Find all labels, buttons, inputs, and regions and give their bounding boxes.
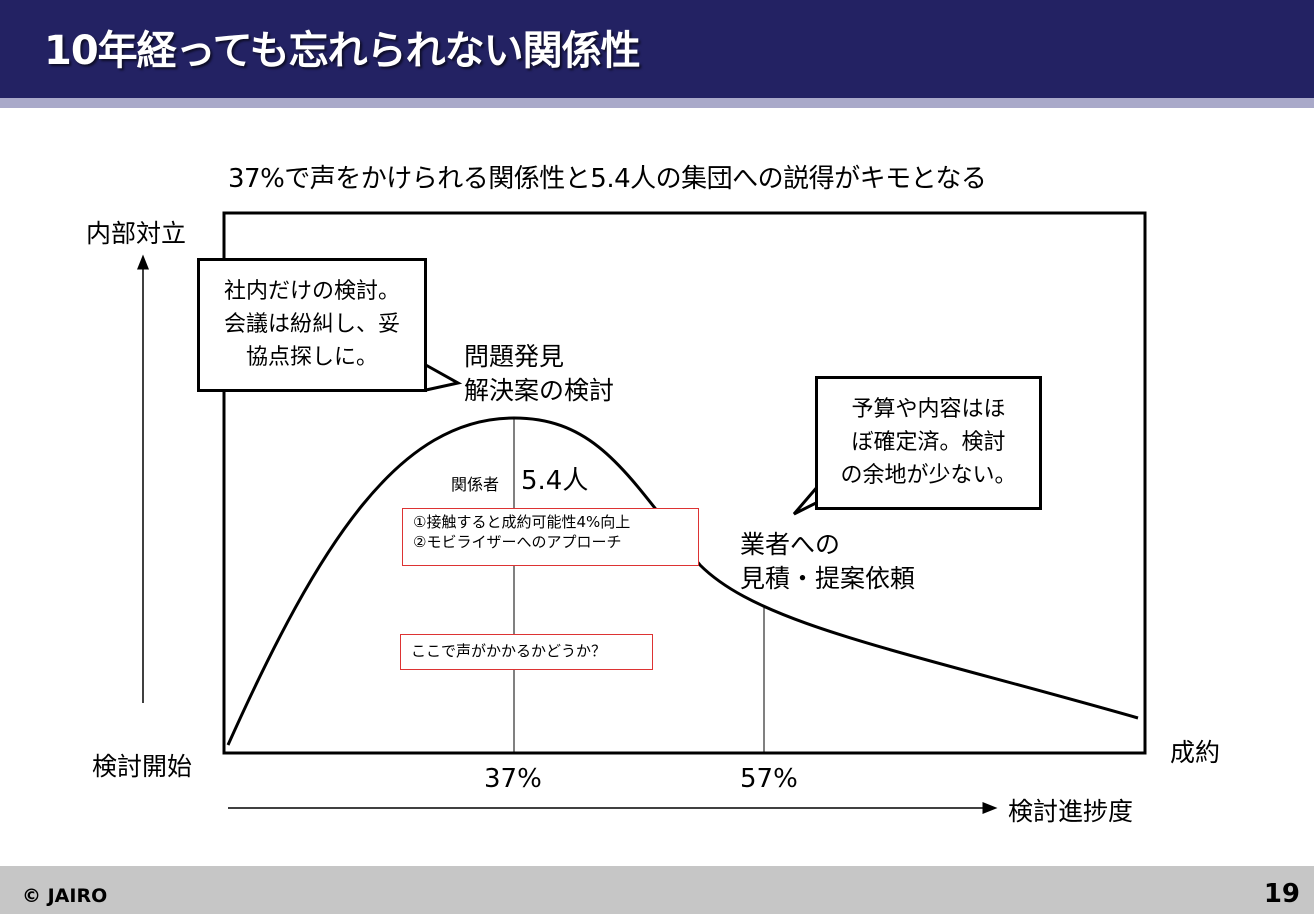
peak-label-line2: 解決案の検討 (464, 376, 615, 405)
vendor-label-line2: 見積・提案依頼 (740, 564, 916, 593)
stakeholders-value: 5.4人 (521, 466, 589, 496)
vendor-label-line1: 業者への (740, 530, 841, 559)
chart-frame (222, 211, 1147, 755)
left-bubble-line2: 会議は紛糾し、妥 (223, 312, 400, 337)
y-axis-top-label: 内部対立 (86, 219, 187, 248)
question-text: ここで声がかかるかどうか？ (411, 642, 607, 660)
left-speech-bubble: 社内だけの検討。 会議は紛糾し、妥 協点探しに。 (197, 258, 427, 392)
peak-label: 問題発見 解決案の検討 (464, 340, 614, 408)
right-bubble-line2: ぼ確定済。検討 (851, 430, 1006, 455)
question-box: ここで声がかかるかどうか？ (400, 634, 653, 670)
right-speech-bubble: 予算や内容はほ ぼ確定済。検討 の余地が少ない。 (815, 376, 1042, 510)
peak-label-line1: 問題発見 (464, 342, 565, 371)
page-number: 19 (1263, 879, 1300, 909)
y-axis-bottom-label: 検討開始 (92, 752, 193, 781)
x-tick-37: 37% (484, 764, 542, 794)
key-points-box: ①接触すると成約可能性4%向上 ②モビライザーへのアプローチ (402, 508, 699, 566)
vendor-label: 業者への 見積・提案依頼 (740, 528, 915, 596)
footer-bar (0, 866, 1314, 914)
progress-curve (226, 416, 1139, 746)
copyright: © JAIRO (22, 885, 108, 907)
page-title: 10年経っても忘れられない関係性 (44, 28, 641, 74)
x-tick-57: 57% (740, 764, 798, 794)
x-axis-end-label: 成約 (1170, 738, 1221, 767)
slide-subtitle: 37%で声をかけられる関係性と5.4人の集団への説得がキモとなる (228, 164, 987, 194)
x-axis-label: 検討進捗度 (1008, 797, 1134, 826)
right-bubble-line3: の余地が少ない。 (840, 463, 1017, 488)
key-point-2: ②モビライザーへのアプローチ (413, 533, 622, 551)
right-bubble-line1: 予算や内容はほ (851, 397, 1006, 422)
left-bubble-line3: 協点探しに。 (245, 345, 378, 370)
stakeholders-label: 関係者 (451, 475, 500, 494)
key-point-1: ①接触すると成約可能性4%向上 (413, 513, 631, 531)
left-bubble-tail (424, 368, 458, 392)
header-bar: 10年経っても忘れられない関係性 (0, 0, 1314, 108)
left-bubble-line1: 社内だけの検討。 (223, 279, 400, 304)
